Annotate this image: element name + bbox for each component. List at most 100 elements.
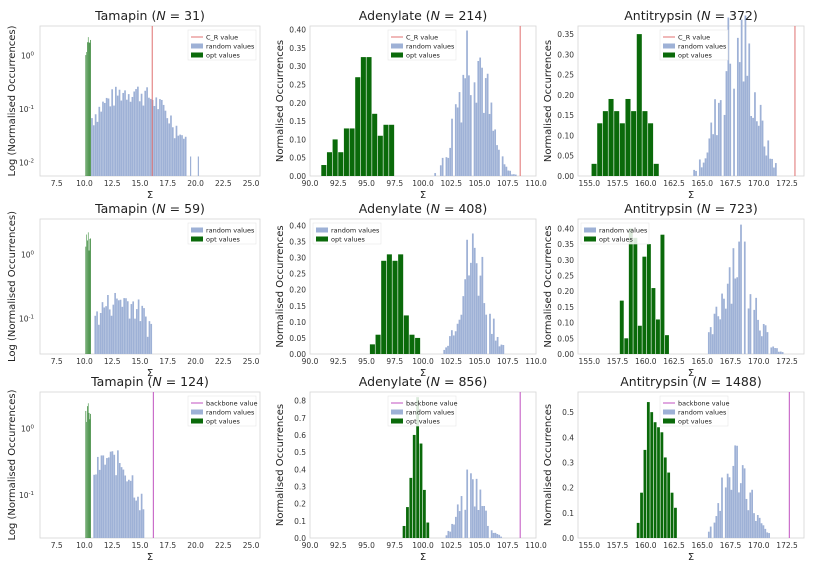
x-tick-label: 12.5 [104, 541, 121, 550]
x-tick-label: 170.0 [748, 357, 770, 366]
y-tick-label: 0.30 [557, 256, 574, 265]
y-tick-label: 0.40 [557, 224, 574, 233]
random-bar [708, 138, 711, 176]
x-tick-label: 25.0 [243, 357, 260, 366]
random-bar [103, 307, 106, 354]
random-bar [110, 315, 113, 354]
random-bar [733, 88, 735, 176]
random-bar [466, 30, 468, 176]
random-bar [118, 463, 121, 538]
x-tick-label: 20.0 [187, 179, 204, 188]
y-tick-label: 0.35 [289, 238, 306, 247]
random-bar [450, 330, 453, 354]
random-bar [716, 135, 718, 176]
random-bar [485, 510, 487, 538]
title-n-value: 856 [458, 374, 482, 389]
random-bar [137, 496, 139, 538]
opt-bar [660, 234, 665, 354]
opt-bar [377, 135, 383, 176]
y-tick-label: 0.10 [289, 318, 306, 327]
random-bar [724, 308, 727, 354]
y-tick-label: 0.15 [557, 303, 574, 312]
random-bar [164, 110, 167, 176]
y-tick-label: 0.30 [289, 62, 306, 71]
legend-label: opt values [599, 236, 633, 244]
title-paren: ( [688, 374, 697, 389]
random-bar [477, 295, 480, 354]
opt-bar [88, 412, 90, 538]
random-bar [765, 155, 768, 176]
random-bar [166, 118, 169, 176]
legend-swatch-opt [663, 418, 675, 424]
random-bar [98, 469, 101, 538]
random-bar [109, 106, 112, 176]
random-bar [734, 445, 737, 538]
random-bar [507, 170, 510, 176]
opt-bar [406, 507, 409, 538]
title-n-symbol: N [152, 374, 162, 389]
random-bar [769, 158, 772, 176]
random-bar [123, 298, 125, 354]
legend-label: opt values [678, 52, 712, 60]
random-bar [131, 475, 134, 538]
x-tick-label: 162.5 [663, 357, 685, 366]
random-bar [115, 86, 117, 176]
random-bar [460, 314, 463, 354]
random-bar [473, 82, 476, 176]
panel-title: Tamapin (N = 124) [90, 374, 209, 389]
x-tick-label: 7.5 [51, 357, 63, 366]
random-bar [130, 304, 133, 354]
random-bar [479, 57, 482, 177]
x-axis-label: Σ [147, 368, 153, 379]
x-tick-label: 110.0 [525, 179, 547, 188]
random-bar [117, 300, 120, 354]
opt-bar [87, 37, 89, 177]
title-eq: = [711, 8, 729, 23]
random-bar [776, 348, 778, 354]
title-n-symbol: N [431, 201, 441, 216]
opt-bar [89, 419, 91, 538]
opt-bar [89, 238, 91, 354]
random-bar [460, 496, 463, 538]
y-tick-label: 0.25 [289, 270, 306, 279]
random-bar [739, 483, 742, 538]
random-bar [773, 167, 775, 176]
random-bar [107, 295, 109, 354]
y-tick-base: 10 [19, 315, 29, 324]
x-tick-label: 172.5 [776, 179, 798, 188]
y-tick-label: 0.40 [289, 26, 306, 35]
x-tick-label: 105.0 [469, 179, 491, 188]
random-bar [746, 75, 749, 176]
random-bar [764, 528, 767, 538]
opt-bar [663, 457, 667, 538]
random-bar [96, 311, 98, 354]
random-bar [711, 334, 714, 354]
legend-label: backbone value [678, 400, 730, 408]
random-bar [496, 534, 499, 538]
random-bar [492, 130, 495, 176]
random-bar [728, 477, 731, 538]
random-bar [127, 94, 130, 176]
opt-bar [349, 128, 355, 176]
random-bar [122, 92, 125, 176]
legend-label: opt values [206, 52, 240, 60]
opt-bar [369, 344, 375, 354]
y-tick-label: 0.25 [557, 71, 574, 80]
x-tick-label: 155.0 [579, 179, 601, 188]
opt-bar [87, 42, 88, 176]
title-protein: Adenylate [359, 201, 422, 216]
opt-bar [650, 412, 654, 538]
y-tick-label: 0.35 [557, 30, 574, 39]
opt-bar [625, 98, 631, 176]
random-bar [738, 62, 741, 176]
legend-label: random values [599, 227, 648, 235]
opt-bar [338, 152, 344, 176]
random-bar [120, 467, 123, 538]
title-n-symbol: N [156, 8, 166, 23]
legend-label: opt values [206, 236, 240, 244]
x-tick-label: 17.5 [159, 179, 176, 188]
opt-bar [326, 152, 332, 176]
x-tick-label: 17.5 [159, 357, 176, 366]
legend-label: random values [406, 43, 455, 51]
